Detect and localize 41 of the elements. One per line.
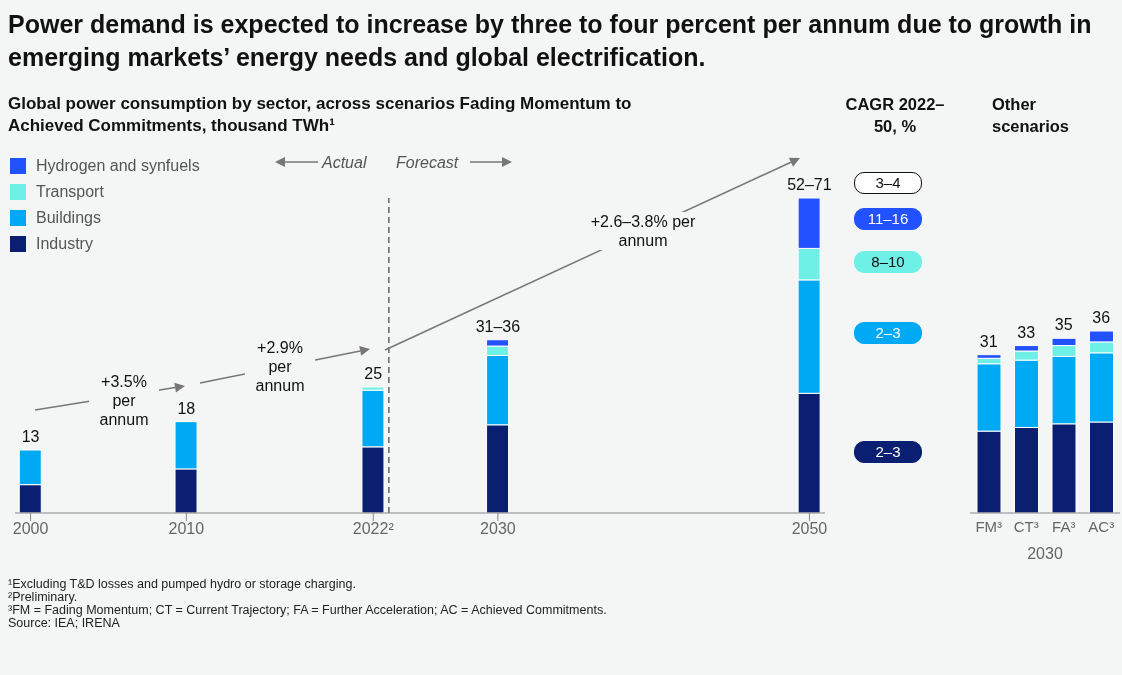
text: Actual [322,153,368,172]
annotation: 18 [177,399,196,417]
text: CAGR 2022–50, % [845,94,945,137]
text: ¹Excluding T&D losses and pumped hydro or storage charging. [8,577,356,591]
legend-label: Industry [36,235,93,253]
text: 8–10 [854,251,922,273]
annotation: +2.6–3.8% per annum [570,212,716,250]
x-tick-label: AC³ [1088,517,1115,535]
x-axis-title: 2030 [1027,545,1063,562]
x-tick-label: 2022² [352,520,395,538]
chart-subtitle: Global power consumption by sector, across scenarios Fading Momentum to Achieved Commitments, thousand TWh¹ [8,93,633,137]
text: 36 [1092,309,1111,326]
x-tick-label: FM³ [975,517,1003,535]
legend-label: Transport [36,183,104,201]
chart-title: Power demand is expected to increase by three to four percent per annum due to growth in emerging markets’ energy needs and global electrification. [8,9,1093,73]
x-tick-label: 2000 [12,520,49,538]
x-tick-label: 2030 [480,520,516,538]
source-note: Source: IEA; IRENA [8,616,120,630]
x-tick-label: 2010 [168,520,205,538]
text: 2–3 [854,441,922,463]
annotation: 31 [979,332,998,350]
chart-title: Other scenarios [992,94,1071,137]
legend-label: Hydrogen and synfuels [36,157,200,175]
x-tick-label: FA³ [1052,517,1076,535]
annotation: +2.9% per annum [245,338,315,395]
text: 52–71 [787,176,832,193]
legend-label: Buildings [36,209,101,227]
annotation: 33 [1017,323,1036,341]
text: ²Preliminary. [8,590,78,604]
annotation: +3.5% per annum [89,372,159,429]
text: 11–16 [854,208,922,230]
text: 2–3 [854,322,922,344]
annotation: 31–36 [475,317,521,335]
annotation: 13 [21,428,40,445]
x-tick-label: 2050 [791,520,828,538]
text: ³FM = Fading Momentum; CT = Current Trajectory; FA = Further Acceleration; AC = Achieved Commitments. [8,603,607,617]
text: Forecast [396,153,460,172]
annotation: 35 [1054,316,1073,334]
text: 3–4 [854,172,922,194]
annotation: 25 [364,365,383,382]
x-tick-label: CT³ [1013,517,1039,535]
